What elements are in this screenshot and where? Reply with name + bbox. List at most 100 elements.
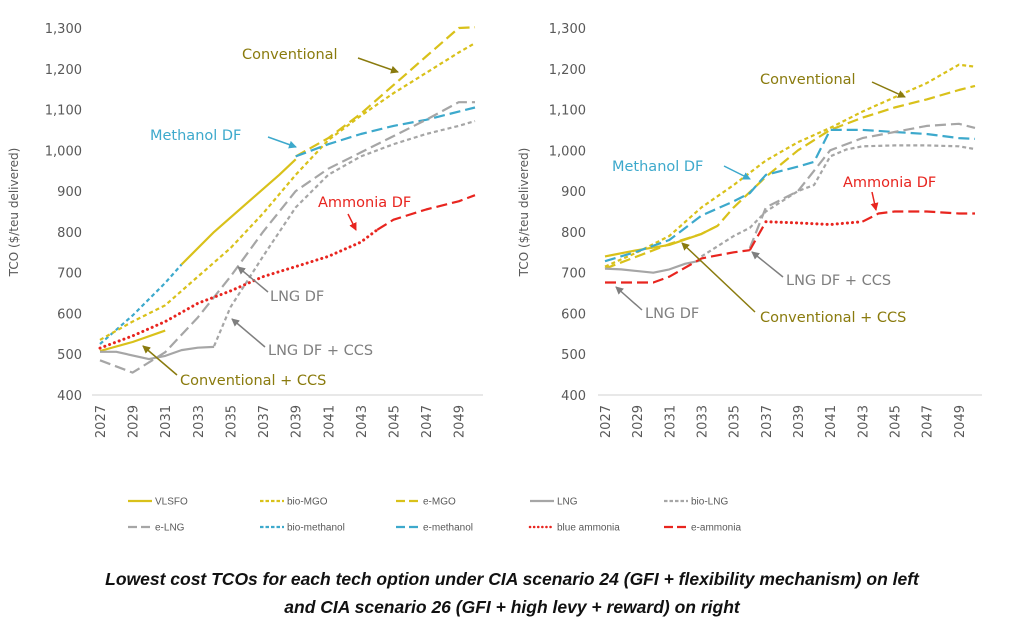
x-tick-labels: 2027 2029 2031 2033 2035 2037 2039 2041 2043 2045…: [599, 405, 968, 438]
y-tick-label: 1,100: [549, 104, 586, 119]
legend-item-bio-lng: bio-LNG: [664, 497, 728, 508]
y-tick-label: 400: [561, 389, 586, 404]
arrow-conventional-ccs: [681, 242, 756, 313]
chart-figure: TCO ($/teu delivered) 400 500 600 700 800 900…: [7, 22, 982, 534]
x-tick-label: 2043: [355, 405, 370, 438]
arrow-lng-df: [615, 286, 643, 311]
y-tick-label: 1,000: [549, 144, 586, 159]
x-tick-label: 2045: [889, 405, 904, 438]
series-line-e-methanol: [295, 106, 476, 158]
legend-label: bio-methanol: [287, 523, 345, 534]
annotation-conventional: Conventional: [760, 72, 856, 88]
x-tick-label: 2049: [453, 405, 468, 438]
annotation-ammonia-df: Ammonia DF: [843, 175, 936, 191]
legend-label: bio-LNG: [691, 497, 728, 508]
legend-item-e-lng: e-LNG: [128, 523, 185, 534]
arrow-lng-df-ccs: [751, 251, 784, 278]
annotation-methanol-df: Methanol DF: [150, 128, 241, 144]
x-tick-label: 2035: [728, 405, 743, 438]
series-line-bio-lng: [700, 144, 976, 258]
left-chart-panel: TCO ($/teu delivered) 400 500 600 700 800 900…: [7, 22, 483, 438]
series-line-e-ammonia: [748, 221, 767, 251]
x-tick-label: 2037: [257, 405, 272, 438]
arrow-conventional-ccs: [142, 345, 178, 376]
x-tick-label: 2033: [696, 405, 711, 438]
legend-label: LNG: [557, 497, 578, 508]
legend-item-e-mgo: e-MGO: [396, 497, 456, 508]
arrow-conventional: [357, 57, 399, 74]
arrow-methanol-df: [267, 136, 297, 149]
y-tick-label: 600: [561, 307, 586, 322]
y-tick-label: 500: [561, 348, 586, 363]
series-line-bio-lng: [213, 119, 476, 347]
arrow-methanol-df: [723, 165, 751, 180]
series-line-bio-mgo: [99, 42, 476, 341]
annotation-lng-df: LNG DF: [645, 306, 699, 322]
y-tick-label: 1,300: [549, 22, 586, 37]
series-lines: [98, 26, 476, 374]
x-tick-label: 2049: [953, 405, 968, 438]
arrow-conventional: [871, 81, 906, 98]
series-lines: [604, 63, 976, 284]
legend-item-e-ammonia: e-ammonia: [664, 523, 741, 534]
legend-item-bio-methanol: bio-methanol: [260, 523, 345, 534]
legend-item-e-methanol: e-methanol: [396, 523, 473, 534]
series-line-e-ammonia: [861, 210, 975, 223]
y-tick-label: 700: [57, 267, 82, 282]
annotation-conventional-ccs: Conventional + CCS: [760, 310, 906, 326]
x-tick-label: 2035: [224, 405, 239, 438]
y-axis-label: TCO ($/teu delivered): [7, 148, 21, 278]
legend-item-blue-ammonia: blue ammonia: [528, 523, 620, 534]
series-line-lng: [100, 345, 215, 361]
arrow-lng-df: [237, 266, 269, 293]
legend-item-vlsfo: VLSFO: [128, 497, 188, 508]
right-chart-panel: TCO ($/teu delivered) 400 500 600 700 800 900…: [517, 22, 982, 438]
y-tick-label: 1,300: [45, 22, 82, 37]
series-line-blue-ammonia: [764, 220, 864, 226]
y-tick-label: 1,200: [45, 63, 82, 78]
x-tick-label: 2029: [631, 405, 646, 438]
x-tick-label: 2031: [663, 405, 678, 438]
annotations: Conventional Methanol DF Ammonia DF LNG …: [142, 47, 411, 389]
annotation-ammonia-df: Ammonia DF: [318, 195, 411, 211]
x-tick-label: 2039: [792, 405, 807, 438]
x-tick-label: 2037: [760, 405, 775, 438]
y-tick-labels: 400 500 600 700 800 900 1,000 1,100 1,200 1,300: [45, 22, 82, 404]
x-tick-label: 2029: [127, 405, 142, 438]
y-tick-label: 500: [57, 348, 82, 363]
series-line-vlsfo: [604, 224, 719, 258]
y-tick-label: 600: [57, 307, 82, 322]
x-tick-label: 2031: [159, 405, 174, 438]
series-line-e-mgo: [604, 84, 976, 270]
x-tick-label: 2039: [290, 405, 305, 438]
legend-item-bio-mgo: bio-MGO: [260, 497, 328, 508]
series-line-bio-methanol: [99, 263, 183, 345]
y-tick-label: 900: [57, 185, 82, 200]
annotation-methanol-df: Methanol DF: [612, 159, 703, 175]
x-tick-label: 2041: [824, 405, 839, 438]
y-tick-labels: 400 500 600 700 800 900 1,000 1,100 1,200 1,300: [549, 22, 586, 404]
x-tick-label: 2043: [856, 405, 871, 438]
series-line-e-ammonia: [376, 194, 476, 231]
series-line-blue-ammonia: [98, 228, 379, 350]
legend-label: VLSFO: [155, 497, 188, 508]
legend-label: e-MGO: [423, 497, 456, 508]
arrow-lng-df-ccs: [231, 318, 266, 348]
series-line-vlsfo: [99, 329, 166, 353]
legend-label: bio-MGO: [287, 497, 328, 508]
y-tick-label: 1,100: [45, 104, 82, 119]
annotation-lng-df-ccs: LNG DF + CCS: [786, 273, 891, 289]
series-line-e-lng: [748, 122, 976, 249]
y-tick-label: 1,200: [549, 63, 586, 78]
legend-item-lng: LNG: [530, 497, 578, 508]
legend-label: e-methanol: [423, 523, 473, 534]
series-line-vlsfo: [180, 158, 297, 266]
y-tick-label: 800: [57, 226, 82, 241]
annotation-conventional: Conventional: [242, 47, 338, 63]
legend-label: blue ammonia: [557, 523, 620, 534]
legend-label: e-LNG: [155, 523, 185, 534]
caption-line-1: Lowest cost TCOs for each tech option un…: [105, 569, 919, 589]
y-tick-label: 1,000: [45, 144, 82, 159]
series-line-bio-mgo: [604, 63, 976, 268]
annotation-lng-df: LNG DF: [270, 289, 324, 305]
